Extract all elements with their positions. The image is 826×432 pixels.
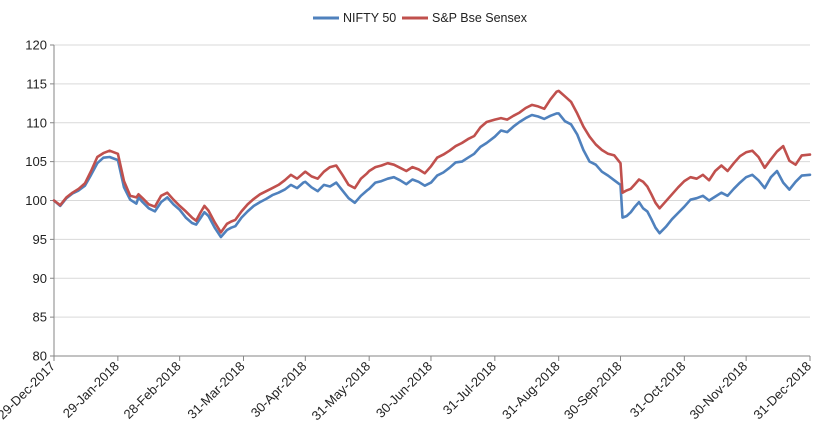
series-line-nifty-50 (52, 112, 812, 239)
x-tick-label: 30-Jun-2018 (373, 359, 435, 421)
x-tick-label: 31-May-2018 (309, 359, 374, 424)
x-tick-label: 29-Dec-2017 (0, 359, 58, 423)
x-tick-label: 31-Aug-2018 (499, 359, 563, 423)
x-tick-label: 28-Feb-2018 (121, 359, 184, 422)
y-tick-label: 115 (26, 76, 47, 91)
y-tick-label: 80 (33, 349, 47, 364)
y-tick-label: 90 (33, 271, 47, 286)
x-tick-label: 30-Sep-2018 (561, 359, 625, 423)
legend: NIFTY 50 S&P Bse Sensex (313, 11, 528, 25)
y-axis: 80 85 90 95 100 105 110 115 120 (25, 38, 55, 364)
y-tick-label: 100 (25, 193, 47, 208)
legend-label-sp-bse-sensex: S&P Bse Sensex (432, 11, 528, 25)
x-tick-label: 29-Jan-2018 (60, 359, 122, 421)
series-layer (52, 89, 812, 239)
x-tick-label: 30-Nov-2018 (687, 359, 751, 423)
x-tick-label: 31-Oct-2018 (627, 359, 689, 421)
y-tick-label: 120 (25, 38, 47, 53)
x-tick-label: 31-Mar-2018 (184, 359, 247, 422)
y-tick-label: 95 (33, 232, 47, 247)
gridlines (54, 44, 810, 357)
x-tick-label: 31-Dec-2018 (750, 359, 814, 423)
y-tick-label: 110 (26, 115, 47, 130)
series-line-s-p-bse-sensex (52, 89, 812, 234)
y-tick-label: 105 (25, 154, 47, 169)
y-tick-label: 85 (33, 310, 47, 325)
x-tick-label: 30-Apr-2018 (248, 359, 310, 421)
x-tick-label: 31-Jul-2018 (440, 359, 499, 418)
legend-label-nifty-50: NIFTY 50 (343, 11, 396, 25)
